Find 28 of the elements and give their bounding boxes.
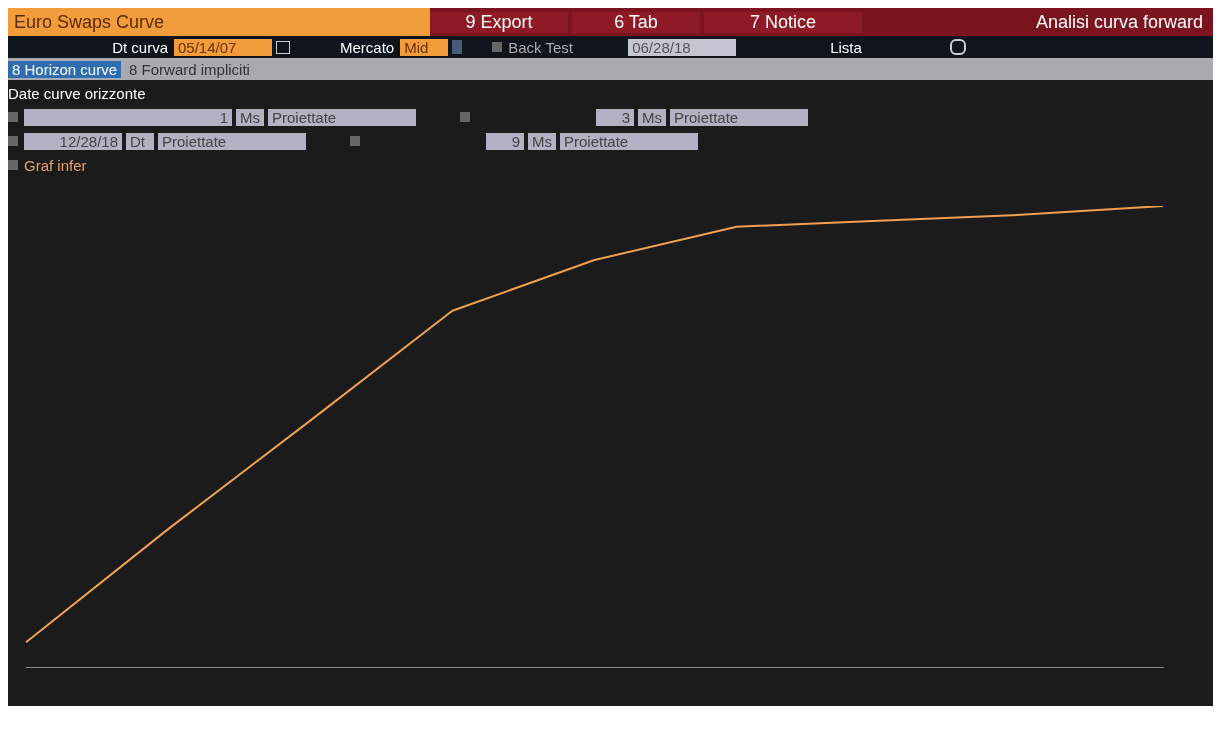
text: Proiettate	[670, 108, 808, 126]
text: Analisi curva forward	[1034, 11, 1204, 33]
text: 8 Forward impliciti	[125, 60, 254, 78]
text: Graf infer	[24, 156, 87, 174]
text: 9	[486, 132, 524, 150]
text: Proiettate	[560, 132, 698, 150]
text: 1	[24, 108, 232, 126]
text: Proiettate	[158, 132, 306, 150]
text: 6 Tab	[572, 11, 700, 33]
text: Back Test	[508, 38, 574, 56]
text: Dt curva	[111, 38, 168, 56]
text: Proiettate	[268, 108, 416, 126]
text: Ms	[528, 132, 556, 150]
text: Date curve orizzonte	[8, 83, 147, 104]
text: 9 Export	[430, 11, 568, 33]
text: Ms	[236, 108, 264, 126]
chart-title: Euro Swaps Curve	[8, 8, 430, 36]
text: 06/28/18	[628, 38, 737, 56]
text: 12/28/18	[24, 132, 122, 150]
text: Dt	[126, 132, 154, 150]
text: Mid	[400, 38, 449, 56]
text: Mercato	[340, 38, 395, 56]
text: Ms	[638, 108, 666, 126]
text: Lista	[830, 38, 863, 56]
text: 7 Notice	[704, 11, 862, 33]
text: 8 Horizon curve	[8, 60, 122, 78]
text: 3	[596, 108, 634, 126]
text: 05/14/07	[174, 38, 272, 56]
